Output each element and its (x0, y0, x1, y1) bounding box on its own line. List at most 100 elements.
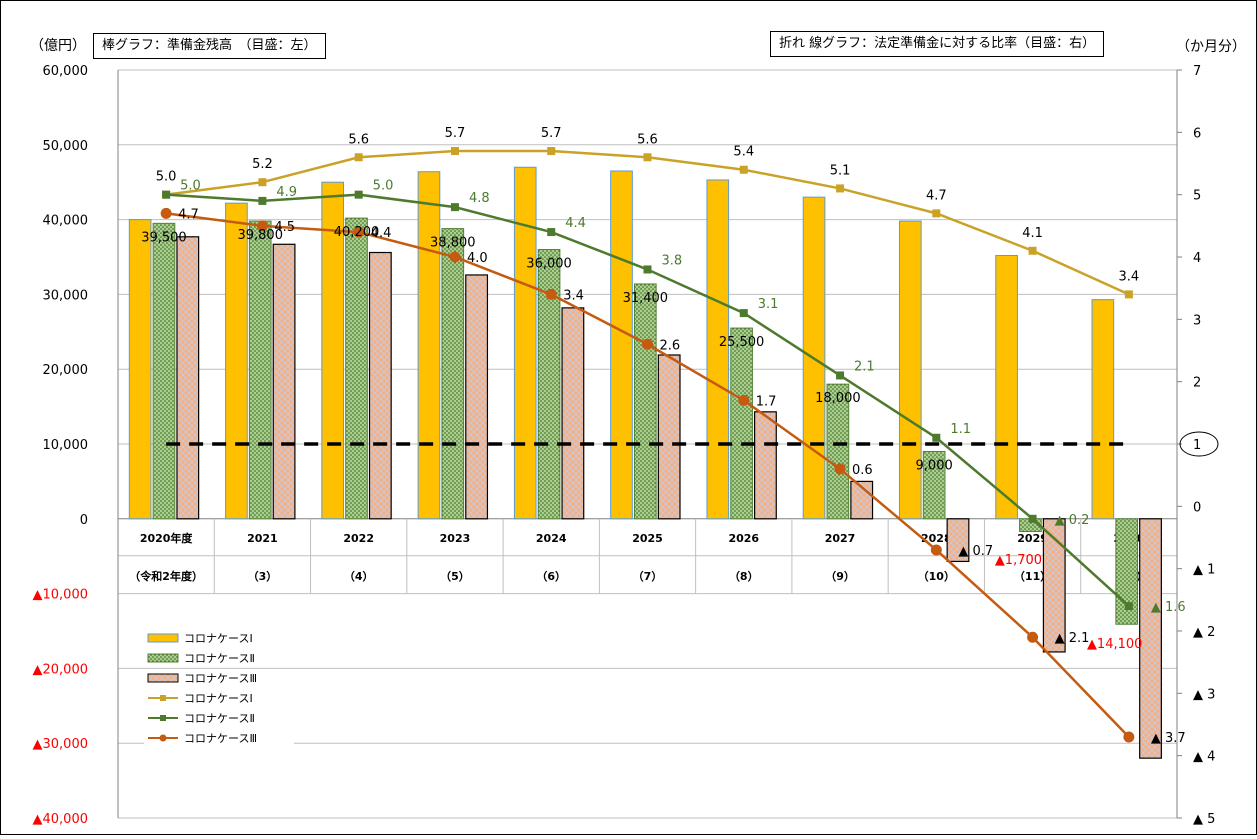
sub-category-label: （7） (633, 570, 663, 583)
legend-swatch (147, 673, 179, 683)
bar-series-2 (248, 220, 272, 520)
line-value-label: 5.0 (156, 170, 177, 185)
sub-category-label: （8） (729, 570, 759, 583)
line-point (834, 463, 846, 475)
bar-series-1 (995, 255, 1018, 520)
line-value-label: 1.7 (756, 394, 777, 409)
legend-entry-bg (144, 629, 294, 647)
left-tick-label: 10,000 (43, 438, 89, 453)
legend-label: コロナケースⅠ (184, 632, 253, 645)
right-tick-label: ▲ 5 (1193, 812, 1215, 827)
line-value-label: 4.5 (274, 220, 295, 235)
line-value-label: 5.6 (637, 132, 658, 147)
bar-series-1 (610, 170, 633, 520)
line-point (450, 203, 459, 212)
bars (128, 166, 1162, 759)
line-value-label: ▲ 2.1 (1055, 631, 1090, 646)
right-tick-label: 5 (1193, 189, 1201, 204)
left-legend-box: 棒グラフ：準備金残高 （目盛：左） (93, 33, 326, 59)
line-point (547, 228, 556, 237)
left-tick-label: 20,000 (43, 363, 89, 378)
line-point (545, 288, 557, 300)
legend-marker (160, 715, 166, 721)
line-point (930, 544, 942, 556)
right-legend-box: 折れ 線グラフ：法定準備金に対する比率（目盛：右） (770, 31, 1105, 57)
line-value-label: 5.0 (180, 179, 201, 194)
bar-series-3 (1042, 518, 1066, 653)
bar-series-2 (441, 228, 465, 520)
bar-value-label: 25,500 (719, 335, 765, 350)
legend-label: コロナケースⅡ (184, 712, 255, 725)
left-tick-label: ▲40,000 (33, 812, 89, 827)
category-label: 2024 (536, 532, 567, 545)
left-tick-label: ▲30,000 (33, 737, 89, 752)
legend-entry-bg (144, 669, 294, 687)
line-value-label: 5.0 (373, 179, 394, 194)
line-point (1123, 731, 1135, 743)
line-value-label: 5.4 (733, 145, 754, 160)
left-tick-label: 40,000 (43, 214, 89, 229)
line-value-label: 1.1 (950, 422, 971, 437)
lines (160, 147, 1135, 743)
sub-category-label: （令和2年度） (129, 569, 203, 583)
sub-category-label: （10） (918, 570, 955, 583)
legend-label: コロナケースⅠ (184, 692, 253, 705)
line-point (739, 165, 748, 174)
category-label: 2020年度 (140, 531, 194, 545)
line-value-label: 3.1 (758, 297, 779, 312)
line-value-label: 3.4 (563, 288, 584, 303)
line-value-label: 4.1 (1022, 226, 1043, 241)
bar-series-3 (368, 251, 392, 520)
line-value-label: 4.9 (276, 185, 297, 200)
bar-series-2 (634, 283, 657, 520)
line-value-label: 4.0 (467, 251, 488, 266)
sub-category-label: （11） (1014, 570, 1051, 583)
line-value-label: 4.7 (178, 207, 199, 222)
right-tick-label: 2 (1193, 376, 1201, 391)
right-tick-label: 4 (1193, 251, 1201, 266)
line-point (642, 338, 653, 350)
bar-series-3 (754, 411, 777, 520)
category-label: 2027 (825, 532, 856, 545)
bar-series-1 (513, 166, 537, 520)
sub-category-label: （5） (440, 570, 470, 583)
bar-series-2 (152, 222, 176, 520)
circled-tick-marker (1179, 431, 1219, 457)
legend-label: コロナケースⅢ (184, 672, 257, 685)
line-value-label: ▲ 1.6 (1151, 600, 1186, 615)
legend-entry-bg (144, 689, 294, 707)
bar-series-3 (1139, 518, 1162, 759)
left-tick-label: 60,000 (43, 64, 89, 79)
legend-swatch (147, 633, 179, 643)
line-point (932, 209, 941, 218)
bar-series-1 (225, 202, 248, 520)
category-label: 2028 (921, 532, 952, 545)
bar-series-3 (176, 236, 200, 520)
bar-series-3 (465, 274, 489, 520)
line-value-label: 4.4 (565, 216, 586, 231)
line-point (1028, 514, 1037, 523)
right-tick-label: 1 (1193, 438, 1201, 453)
line-point (354, 153, 363, 162)
bar-series-1 (706, 179, 730, 520)
line-point (1028, 246, 1037, 255)
line-value-label: 2.1 (854, 359, 875, 374)
line-value-label: 3.8 (662, 253, 683, 268)
bar-value-label: 39,800 (237, 228, 283, 243)
axes: 60,000 50,000 40,000 30,000 20,000 10,000 0 ▲10… (33, 64, 1219, 827)
bar-series-1 (321, 181, 345, 520)
bar-series-1 (128, 219, 152, 520)
legend-entry-bg (144, 729, 294, 747)
data-labels: 39,500 39,800 40,200 38,800 36,000 31,400 25,5… (141, 126, 1185, 746)
category-label: 2026 (728, 532, 759, 545)
line-value-label: ▲ 0.2 (1055, 513, 1090, 528)
line-point (449, 251, 461, 263)
line-point (258, 196, 267, 205)
category-label: 2021 (247, 532, 278, 545)
bar-series-2 (345, 217, 368, 520)
legend-marker (160, 695, 166, 701)
left-tick-label: 30,000 (43, 288, 89, 303)
bar-value-label: 9,000 (916, 458, 953, 473)
sub-category-label: （3） (248, 570, 278, 583)
